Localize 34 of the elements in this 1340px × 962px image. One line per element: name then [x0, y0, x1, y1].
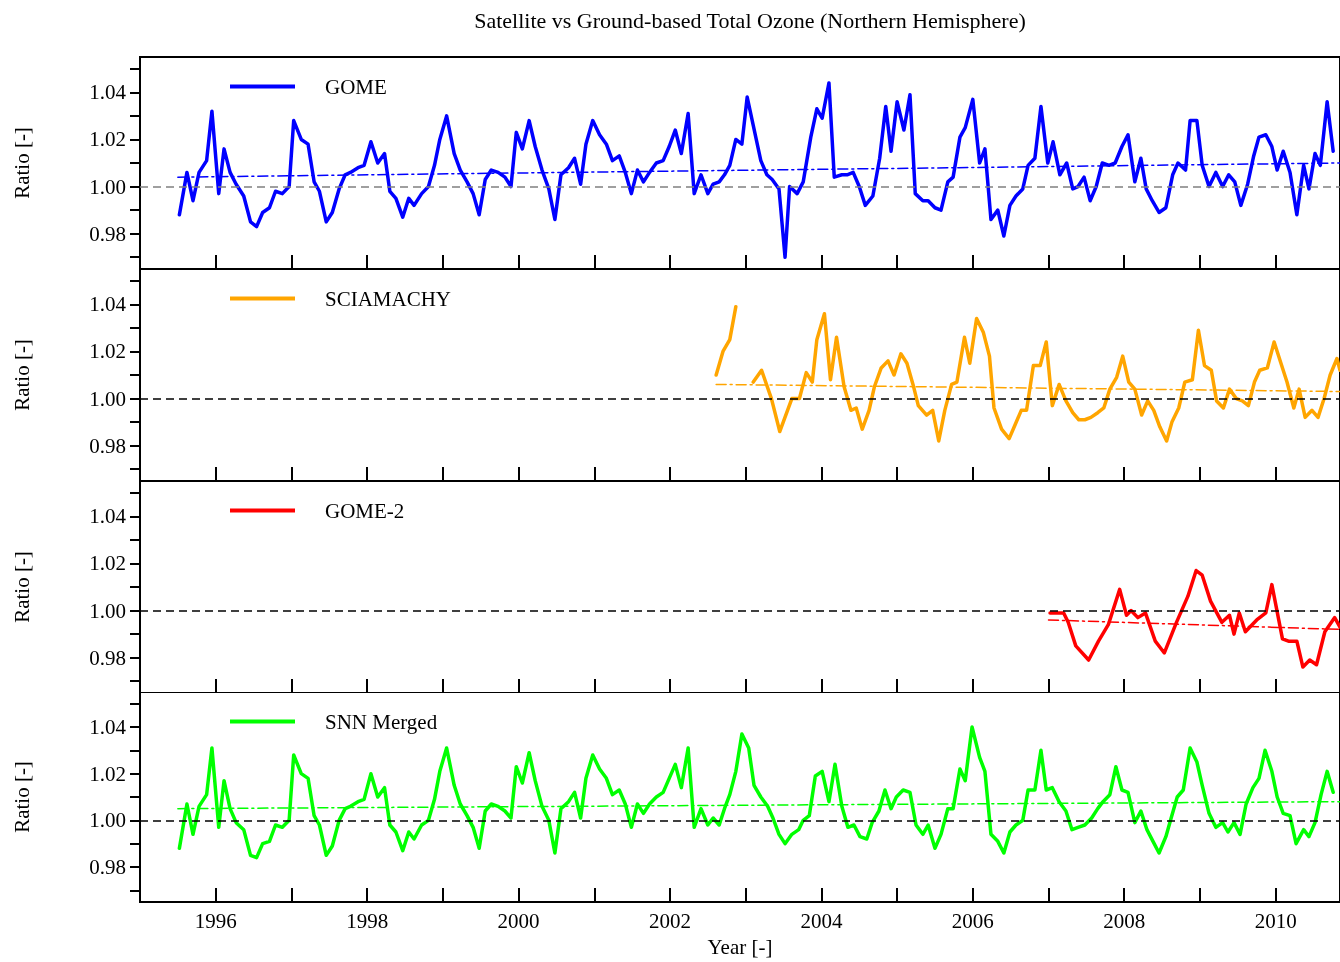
x-tick-label: 2008 [1103, 908, 1146, 933]
legend-label: SNN Merged [325, 709, 438, 734]
x-tick-label: 2002 [648, 908, 691, 933]
y-tick-label: 0.98 [89, 433, 126, 458]
y-tick-label: 1.04 [89, 80, 127, 105]
y-tick-label: 1.02 [89, 127, 126, 152]
y-tick-label: 1.00 [89, 598, 126, 623]
y-axis-title: Ratio [-] [9, 338, 34, 411]
x-tick-label: 2004 [800, 908, 843, 933]
y-tick-label: 0.98 [89, 221, 126, 246]
y-tick-label: 0.98 [89, 645, 126, 670]
y-axis-title: Ratio [-] [9, 761, 34, 834]
y-tick-label: 1.04 [89, 503, 127, 528]
legend-label: GOME-2 [325, 498, 405, 522]
x-tick-label: 1998 [346, 908, 389, 933]
y-axis-title: Ratio [-] [9, 550, 34, 623]
legend-label: SCIAMACHY [325, 286, 452, 311]
y-tick-label: 1.04 [89, 715, 127, 740]
y-tick-label: 1.02 [89, 761, 126, 786]
x-axis-title: Year [-] [707, 934, 773, 959]
y-tick-label: 1.02 [89, 550, 126, 575]
y-tick-label: 1.00 [89, 174, 126, 199]
x-tick-label: 2006 [951, 908, 994, 933]
chart-title: Satellite vs Ground-based Total Ozone (Northern Hemisphere) [474, 7, 1026, 33]
y-axis-title: Ratio [-] [9, 127, 34, 199]
y-tick-label: 0.98 [89, 855, 126, 880]
y-tick-label: 1.00 [89, 808, 126, 833]
y-tick-label: 1.04 [89, 292, 127, 317]
y-tick-label: 1.02 [89, 339, 126, 364]
x-tick-label: 2010 [1254, 908, 1297, 933]
legend-label: GOME [325, 74, 387, 99]
x-tick-label: 2000 [497, 908, 540, 933]
y-tick-label: 1.00 [89, 386, 126, 411]
x-tick-label: 1996 [194, 908, 237, 933]
